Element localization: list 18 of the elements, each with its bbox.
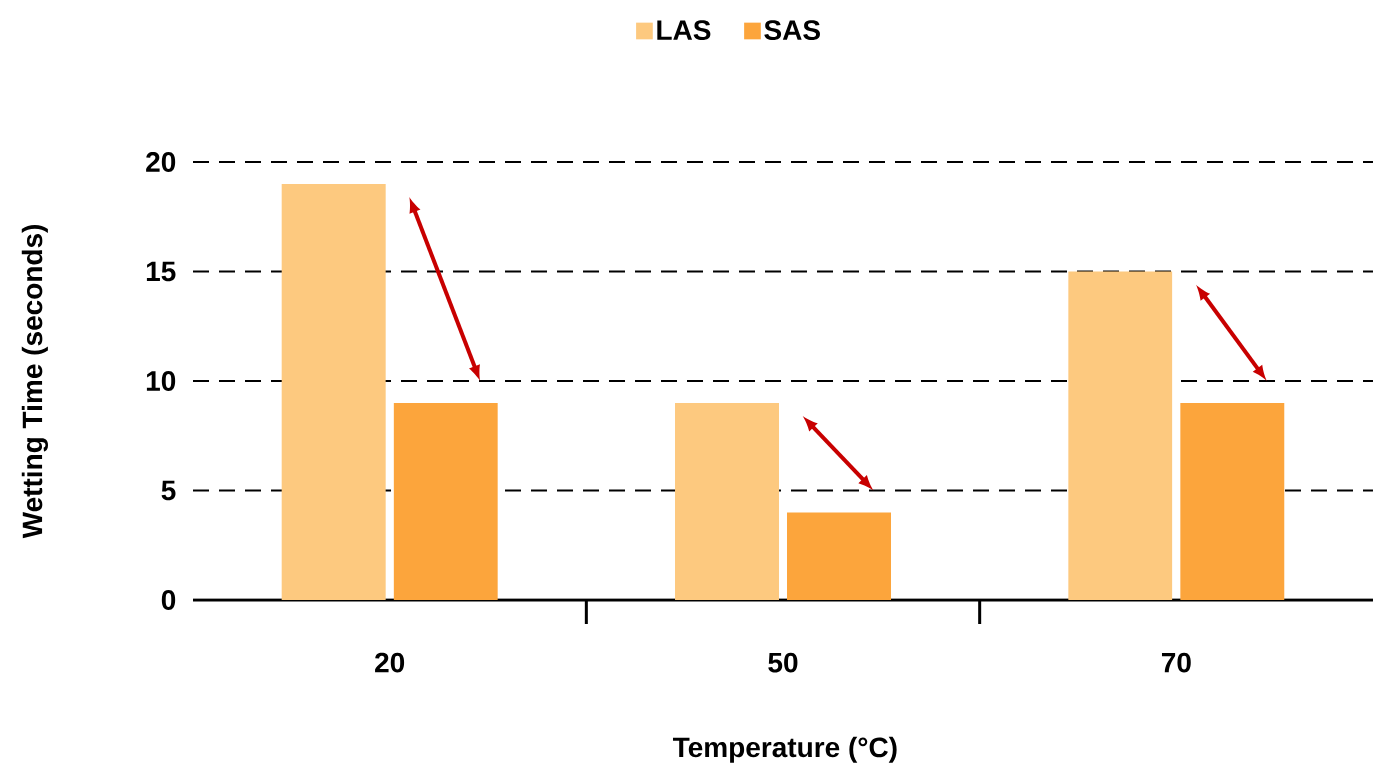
bar <box>281 183 386 600</box>
x-tick-label: 50 <box>768 652 798 673</box>
bar <box>1068 271 1173 600</box>
y-axis-title: Wetting Time (seconds) <box>21 225 48 539</box>
y-tick-label: 5 <box>161 480 176 501</box>
y-tick-label: 0 <box>161 590 176 610</box>
legend-label: SAS <box>764 20 820 41</box>
x-tick-label: 20 <box>375 652 405 673</box>
bar <box>1180 402 1285 600</box>
legend-label: LAS <box>657 20 711 41</box>
x-axis-title: Temperature (°C) <box>672 736 897 763</box>
y-tick-label: 10 <box>146 371 176 391</box>
bar <box>675 402 779 600</box>
y-tick-label: 15 <box>146 261 176 282</box>
bar <box>393 402 498 600</box>
x-tick-label: 70 <box>1161 652 1191 673</box>
bar <box>787 512 892 600</box>
y-tick-label: 20 <box>146 152 176 172</box>
